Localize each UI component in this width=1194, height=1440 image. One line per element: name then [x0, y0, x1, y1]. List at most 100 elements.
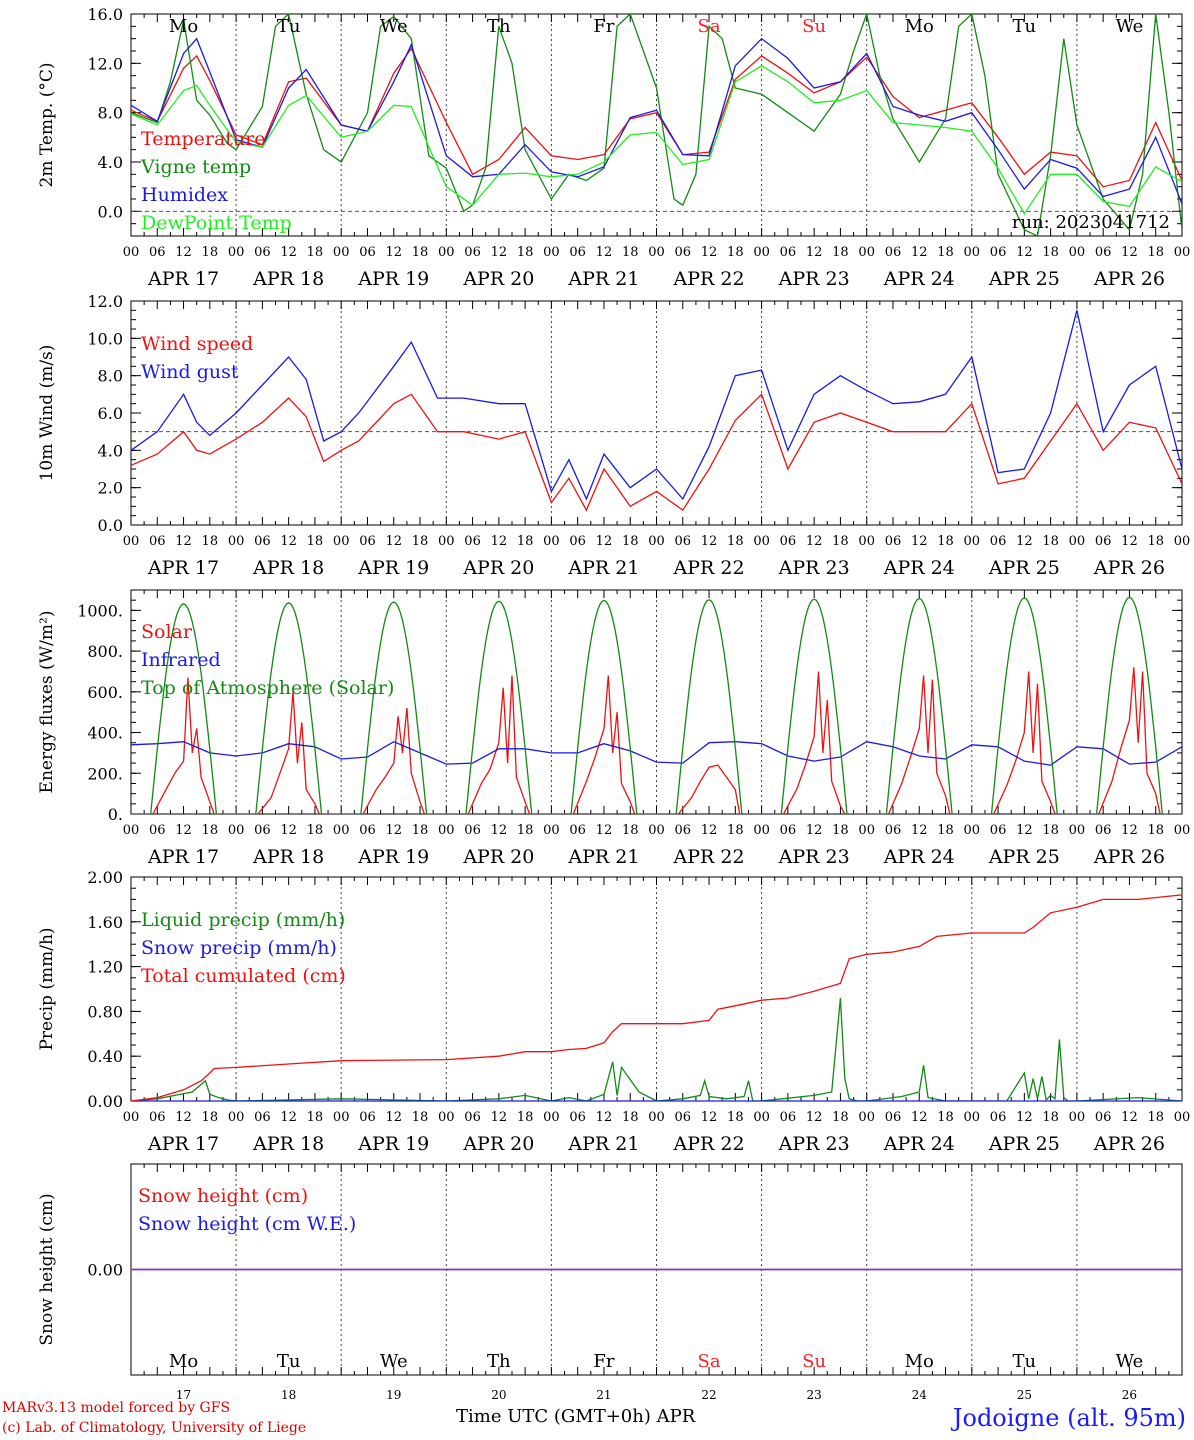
run-annotation: run: 2023041712 [1012, 212, 1170, 233]
hour-tick-label: 18 [202, 245, 219, 260]
hour-tick-label: 06 [885, 823, 902, 838]
y-tick-label: 0.00 [87, 1261, 123, 1280]
hour-tick-label: 06 [780, 534, 797, 549]
date-label: APR 18 [252, 1133, 324, 1155]
hour-tick-label: 18 [202, 823, 219, 838]
hour-tick-label: 06 [464, 823, 481, 838]
legend-entry: Top of Atmosphere (Solar) [141, 677, 394, 699]
hour-tick-label: 12 [491, 1110, 508, 1125]
hour-tick-label: 00 [1069, 1110, 1086, 1125]
hour-tick-label: 00 [228, 245, 245, 260]
weekday-label: We [1116, 1351, 1144, 1372]
hour-tick-label: 00 [1174, 1110, 1191, 1125]
hour-tick-label: 18 [622, 823, 639, 838]
hour-tick-label: 00 [543, 1110, 560, 1125]
date-label: APR 20 [462, 268, 534, 290]
date-label: APR 23 [778, 846, 850, 868]
legend-entry: Wind speed [141, 333, 253, 355]
hour-tick-label: 00 [858, 823, 875, 838]
date-label: APR 26 [1093, 557, 1165, 579]
liquid-precip-mm-h-line [131, 997, 1182, 1101]
day-number-label: 20 [491, 1388, 506, 1402]
hour-tick-label: 12 [1121, 1110, 1138, 1125]
day-number-label: 25 [1017, 1388, 1032, 1402]
y-tick-label: 600. [87, 683, 123, 702]
date-label: APR 26 [1093, 846, 1165, 868]
hour-tick-label: 12 [175, 245, 192, 260]
hour-tick-label: 12 [280, 823, 297, 838]
y-tick-label: 1.60 [87, 913, 123, 932]
date-label: APR 18 [252, 268, 324, 290]
weekday-label: Th [487, 16, 511, 37]
date-label: APR 25 [988, 557, 1060, 579]
y-axis-label: Snow height (cm) [37, 1193, 57, 1345]
hour-tick-label: 06 [359, 534, 376, 549]
hour-tick-label: 00 [333, 823, 350, 838]
hour-tick-label: 00 [543, 245, 560, 260]
weekday-label: Mo [905, 16, 934, 37]
hour-tick-label: 06 [464, 534, 481, 549]
y-tick-label: 0.0 [98, 202, 123, 221]
legend-entry: Solar [141, 621, 193, 643]
legend-entry: Vigne temp [140, 156, 251, 178]
date-label: APR 22 [673, 1133, 745, 1155]
hour-tick-label: 00 [228, 823, 245, 838]
hour-tick-label: 12 [1016, 1110, 1033, 1125]
hour-tick-label: 12 [596, 534, 613, 549]
hour-tick-label: 18 [307, 1110, 324, 1125]
hour-tick-label: 18 [1147, 534, 1164, 549]
legend-entry: Liquid precip (mm/h) [141, 909, 345, 931]
hour-tick-label: 12 [175, 534, 192, 549]
weekday-label: Fr [593, 1351, 614, 1372]
day-number-label: 18 [281, 1388, 296, 1402]
weekday-label: Tu [1013, 16, 1037, 37]
hour-tick-label: 06 [149, 534, 166, 549]
date-label: APR 24 [883, 1133, 955, 1155]
hour-tick-label: 12 [701, 245, 718, 260]
date-label: APR 22 [673, 846, 745, 868]
hour-tick-label: 18 [727, 245, 744, 260]
hour-tick-label: 00 [753, 245, 770, 260]
station-name: Jodoigne (alt. 95m) [952, 1404, 1186, 1432]
hour-tick-label: 06 [359, 823, 376, 838]
hour-tick-label: 12 [1016, 823, 1033, 838]
hour-tick-label: 00 [648, 1110, 665, 1125]
date-label: APR 26 [1093, 268, 1165, 290]
hour-tick-label: 18 [937, 534, 954, 549]
y-axis-label: 2m Temp. (°C) [37, 62, 57, 187]
hour-tick-label: 18 [517, 534, 534, 549]
hour-tick-label: 00 [753, 534, 770, 549]
hour-tick-label: 06 [569, 1110, 586, 1125]
hour-tick-label: 18 [412, 534, 429, 549]
hour-tick-label: 12 [385, 823, 402, 838]
date-label: APR 17 [147, 1133, 219, 1155]
y-tick-label: 1000. [77, 601, 123, 620]
vigne-temp-line [131, 14, 1182, 236]
hour-tick-label: 12 [175, 823, 192, 838]
hour-tick-label: 12 [596, 823, 613, 838]
date-label: APR 23 [778, 557, 850, 579]
date-label: APR 22 [673, 557, 745, 579]
hour-tick-label: 18 [622, 534, 639, 549]
hour-tick-label: 12 [911, 245, 928, 260]
hour-tick-label: 06 [1095, 245, 1112, 260]
hour-tick-label: 00 [753, 1110, 770, 1125]
hour-tick-label: 06 [569, 534, 586, 549]
time-axis-label: Time UTC (GMT+0h) APR [456, 1406, 696, 1427]
hour-tick-label: 00 [648, 245, 665, 260]
hour-tick-label: 12 [1121, 823, 1138, 838]
day-number-label: 21 [596, 1388, 611, 1402]
legend-entry: Humidex [141, 184, 228, 206]
hour-tick-label: 12 [911, 1110, 928, 1125]
hour-tick-label: 00 [438, 1110, 455, 1125]
hour-tick-label: 06 [1095, 823, 1112, 838]
hour-tick-label: 18 [1042, 823, 1059, 838]
dewpoint-temp-line [131, 65, 1182, 216]
weekday-label: Tu [277, 1351, 301, 1372]
hour-tick-label: 12 [280, 245, 297, 260]
legend-entry: Wind gust [141, 361, 239, 383]
hour-tick-label: 12 [701, 823, 718, 838]
hour-tick-label: 12 [596, 245, 613, 260]
hour-tick-label: 00 [123, 534, 140, 549]
